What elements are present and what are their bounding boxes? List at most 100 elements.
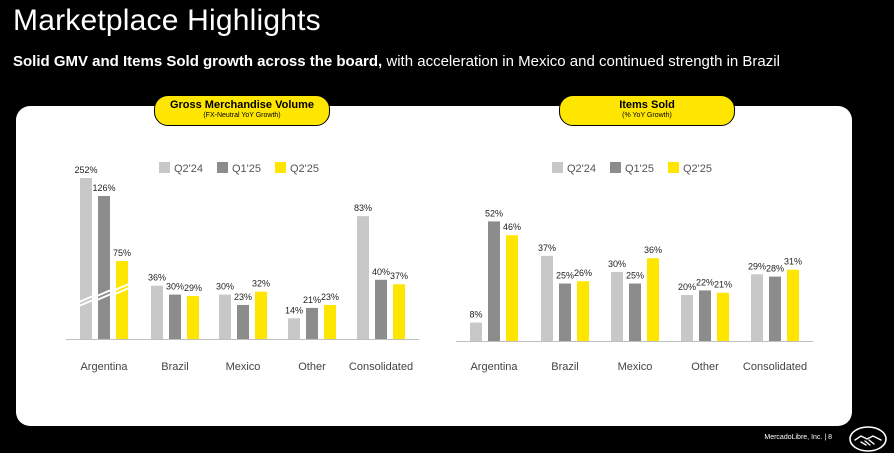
chart-1-legend-swatch-2 [668, 162, 679, 173]
chart-1-category-label-2: Mexico [618, 361, 653, 373]
gmv-chart-title: Gross Merchandise Volume [169, 99, 315, 111]
chart-0-bar-2-2 [255, 291, 267, 339]
chart-1-legend-label-0: Q2'24 [567, 163, 596, 175]
page-subtitle: Solid GMV and Items Sold growth across t… [13, 53, 780, 70]
chart-1-bar-2-1 [629, 283, 641, 341]
chart-1-data-label-0-0: 8% [469, 310, 482, 320]
chart-0-data-label-3-0: 14% [285, 305, 303, 315]
chart-1-bar-0-0 [470, 322, 482, 341]
chart-1-data-label-4-2: 31% [784, 257, 802, 267]
chart-1-category-label-0: Argentina [470, 361, 518, 373]
chart-0-legend-swatch-2 [275, 162, 286, 173]
chart-0-legend-swatch-0 [159, 162, 170, 173]
chart-1-category-label-1: Brazil [551, 361, 579, 373]
chart-0-bar-0-0 [80, 178, 92, 339]
chart-0-data-label-4-1: 40% [372, 267, 390, 277]
chart-0-category-label-3: Other [298, 361, 326, 373]
chart-1-data-label-3-1: 22% [696, 277, 714, 287]
chart-1-legend-swatch-1 [610, 162, 621, 173]
items-title-pill: Items Sold (% YoY Growth) [559, 95, 735, 126]
chart-0-bar-1-0 [151, 285, 163, 339]
gmv-chart-subtitle: (FX-Neutral YoY Growth) [203, 112, 281, 119]
chart-1-bar-3-0 [681, 295, 693, 341]
items-chart-title: Items Sold [619, 99, 675, 111]
page-title: Marketplace Highlights [13, 4, 321, 37]
chart-1-data-label-0-2: 46% [503, 222, 521, 232]
chart-0-category-label-1: Brazil [161, 361, 189, 373]
chart-1-bar-3-1 [699, 290, 711, 341]
chart-1-bar-4-2 [787, 269, 799, 341]
chart-1-data-label-2-1: 25% [626, 271, 644, 281]
chart-0-category-label-0: Argentina [80, 361, 128, 373]
chart-0-data-label-3-2: 23% [321, 292, 339, 302]
chart-0-data-label-2-1: 23% [234, 292, 252, 302]
chart-0-data-label-3-1: 21% [303, 295, 321, 305]
chart-1-legend-label-2: Q2'25 [683, 163, 712, 175]
gmv-title-pill: Gross Merchandise Volume (FX-Neutral YoY… [154, 95, 330, 126]
chart-1-bar-1-0 [541, 255, 553, 341]
chart-1-data-label-0-1: 52% [485, 208, 503, 218]
chart-1-data-label-1-2: 26% [574, 268, 592, 278]
chart-0-data-label-0-0: 252% [74, 165, 97, 175]
chart-1-bar-1-2 [577, 281, 589, 341]
subtitle-bold: Solid GMV and Items Sold growth across t… [13, 53, 383, 70]
chart-0-category-label-4: Consolidated [349, 361, 413, 373]
chart-0-axis-break-1 [96, 289, 112, 301]
chart-0-bar-1-1 [169, 294, 181, 339]
subtitle-rest: with acceleration in Mexico and continue… [382, 53, 780, 70]
chart-0-axis-break-2 [114, 283, 130, 295]
chart-0-data-label-2-0: 30% [216, 282, 234, 292]
footer: MercadoLibre, Inc. | 8 [764, 434, 832, 441]
chart-0-data-label-0-1: 126% [92, 183, 115, 193]
chart-1-bar-4-0 [751, 274, 763, 341]
chart-0-data-label-1-1: 30% [166, 282, 184, 292]
chart-0-legend-label-1: Q1'25 [232, 163, 261, 175]
chart-0-legend-swatch-1 [217, 162, 228, 173]
chart-0-bar-3-0 [288, 318, 300, 339]
chart-1-bar-0-2 [506, 235, 518, 341]
chart-1-bar-1-1 [559, 283, 571, 341]
chart-1-data-label-1-0: 37% [538, 243, 556, 253]
chart-0-category-label-2: Mexico [226, 361, 261, 373]
chart-0-bar-4-2 [393, 284, 405, 339]
chart-1-data-label-3-2: 21% [714, 280, 732, 290]
chart-1-bar-2-2 [647, 258, 659, 341]
chart-0-legend-label-2: Q2'25 [290, 163, 319, 175]
chart-0-axis-break-0 [78, 295, 94, 307]
handshake-logo-icon [849, 426, 887, 452]
chart-1-data-label-2-0: 30% [608, 259, 626, 269]
chart-0-bar-3-2 [324, 304, 336, 339]
chart-1-bar-0-1 [488, 221, 500, 341]
chart-0-bar-4-0 [357, 216, 369, 339]
chart-0-data-label-4-2: 37% [390, 271, 408, 281]
chart-0-bar-3-1 [306, 307, 318, 339]
chart-0-data-label-2-2: 32% [252, 279, 270, 289]
chart-1-legend-label-1: Q1'25 [625, 163, 654, 175]
chart-1-category-label-4: Consolidated [743, 361, 807, 373]
chart-0-data-label-4-0: 83% [354, 203, 372, 213]
chart-1-data-label-4-1: 28% [766, 264, 784, 274]
chart-0-bar-0-1 [98, 196, 110, 339]
chart-1-category-label-3: Other [691, 361, 719, 373]
chart-1-bar-2-0 [611, 272, 623, 341]
chart-0-data-label-0-2: 75% [113, 248, 131, 258]
chart-1-data-label-4-0: 29% [748, 261, 766, 271]
page-number: 8 [828, 434, 832, 441]
charts-panel [16, 106, 852, 426]
chart-0-legend-label-0: Q2'24 [174, 163, 203, 175]
chart-0-bar-2-0 [219, 294, 231, 339]
footer-separator: | [824, 434, 827, 441]
chart-1-data-label-2-2: 36% [644, 245, 662, 255]
chart-0-bar-1-2 [187, 296, 199, 339]
chart-0-data-label-1-0: 36% [148, 273, 166, 283]
chart-1-legend-swatch-0 [552, 162, 563, 173]
footer-company: MercadoLibre, Inc. [764, 434, 823, 441]
chart-1-data-label-1-1: 25% [556, 271, 574, 281]
chart-1-bar-4-1 [769, 276, 781, 341]
chart-0-bar-4-1 [375, 279, 387, 339]
chart-0-data-label-1-2: 29% [184, 283, 202, 293]
items-chart-subtitle: (% YoY Growth) [622, 112, 672, 119]
chart-1-bar-3-2 [717, 292, 729, 341]
chart-0-bar-0-2 [116, 261, 128, 339]
